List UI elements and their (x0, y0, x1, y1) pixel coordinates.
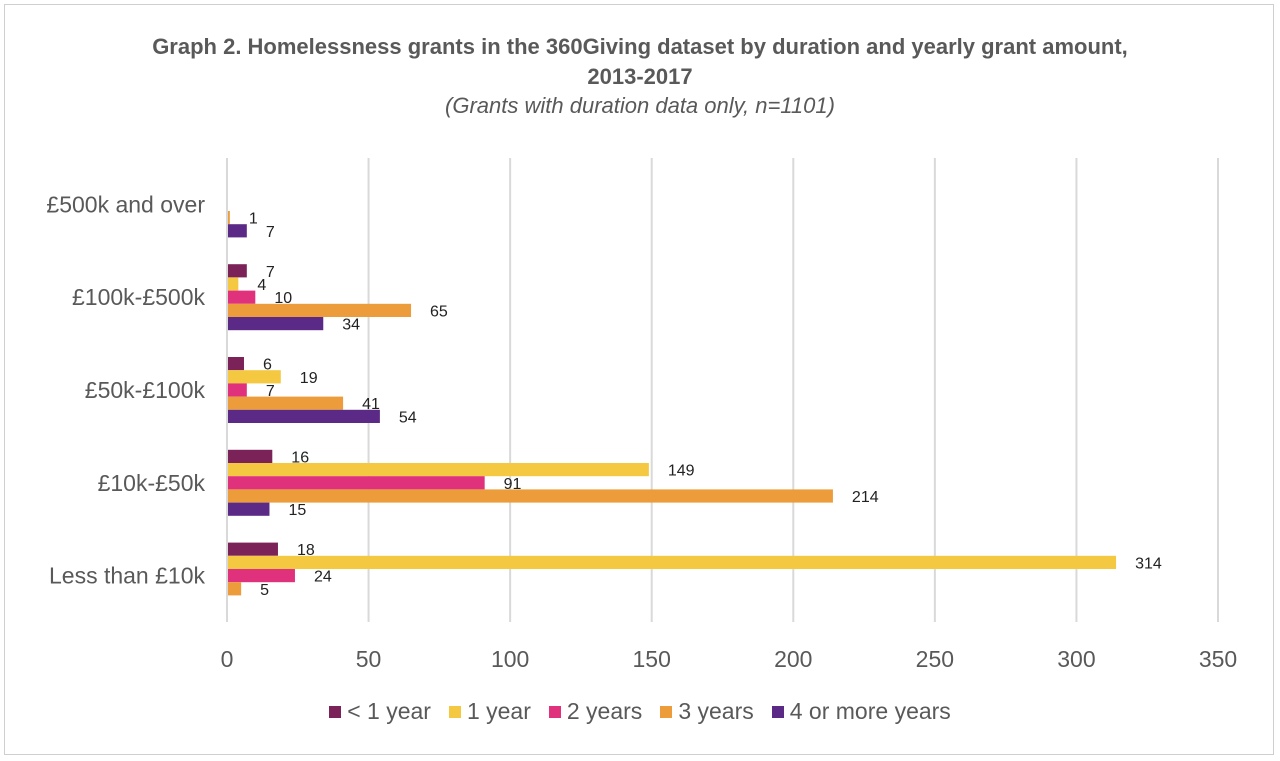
bar-1-year-less-than-10k (227, 555, 1117, 569)
x-tick-label-350: 350 (1199, 646, 1237, 672)
bar-4-or-more-years-50k-100k (227, 409, 380, 423)
bar-2-years-less-than-10k (227, 569, 295, 583)
bar-1-year-50k-100k (227, 370, 281, 384)
data-label-4-or-more-years-100k-500k: 34 (342, 317, 360, 334)
legend-swatch-1-year (448, 705, 461, 718)
legend-swatch-2-years (548, 705, 561, 718)
legend-label-4-or-more-years: 4 or more years (789, 698, 951, 724)
bar-1-year-less-than-10k (227, 542, 278, 556)
legend-item-1-year: 1 year (448, 698, 531, 725)
category-label-500k-and-over: £500k and over (46, 191, 205, 217)
category-label-10k-50k: £10k-£50k (98, 470, 206, 496)
x-tick-label-100: 100 (491, 646, 529, 672)
data-label-1-year-100k-500k: 7 (266, 264, 275, 281)
legend-item-4-or-more-years: 4 or more years (771, 698, 951, 725)
x-tick-label-300: 300 (1057, 646, 1095, 672)
data-label-2-years-100k-500k: 10 (274, 290, 292, 307)
x-tick-label-200: 200 (774, 646, 812, 672)
chart-frame (4, 4, 1274, 755)
data-label-3-years-less-than-10k: 5 (260, 582, 269, 599)
x-tick-label-150: 150 (633, 646, 671, 672)
bar-1-year-50k-100k (227, 357, 244, 371)
legend-label-1-year: 1 year (466, 698, 531, 724)
bar-3-years-50k-100k (227, 396, 344, 410)
x-tick-label-250: 250 (916, 646, 954, 672)
bar-3-years-500k-and-over (227, 211, 230, 225)
category-label-less-than-10k: Less than £10k (49, 563, 206, 589)
category-label-50k-100k: £50k-£100k (85, 377, 206, 403)
data-label-1-year-50k-100k: 6 (263, 357, 272, 374)
bar-1-year-100k-500k (227, 277, 239, 291)
legend-label-1-year: < 1 year (347, 698, 431, 724)
chart-legend: < 1 year 1 year 2 years 3 years 4 or more ye… (0, 698, 1280, 725)
bar-4-or-more-years-500k-and-over (227, 224, 247, 238)
data-label-4-or-more-years-10k-50k: 15 (288, 502, 306, 519)
legend-item-3-years: 3 years (660, 698, 754, 725)
bar-3-years-less-than-10k (227, 582, 242, 596)
data-label-3-years-50k-100k: 41 (362, 396, 380, 413)
data-label-3-years-500k-and-over: 1 (249, 211, 258, 228)
chart-title: Graph 2. Homelessness grants in the 360G… (152, 34, 1128, 89)
x-tick-label-0: 0 (221, 646, 234, 672)
data-label-1-year-less-than-10k: 18 (297, 542, 315, 559)
data-label-1-year-less-than-10k: 314 (1135, 555, 1162, 572)
data-label-3-years-100k-500k: 65 (430, 303, 448, 320)
bar-1-year-10k-50k (227, 449, 273, 463)
bar-2-years-100k-500k (227, 290, 256, 304)
legend-item-2-years: 2 years (548, 698, 643, 725)
data-label-1-year-10k-50k: 16 (291, 449, 309, 466)
bar-3-years-10k-50k (227, 489, 833, 503)
legend-swatch-1-year (329, 705, 342, 718)
x-tick-label-50: 50 (356, 646, 382, 672)
chart-subtitle: (Grants with duration data only, n=1101) (445, 93, 835, 118)
data-label-1-year-50k-100k: 19 (300, 370, 318, 387)
data-label-4-or-more-years-500k-and-over: 7 (266, 224, 275, 241)
bar-4-or-more-years-100k-500k (227, 317, 324, 331)
data-label-2-years-less-than-10k: 24 (314, 569, 332, 586)
bar-1-year-100k-500k (227, 264, 247, 278)
chart-title-block: Graph 2. Homelessness grants in the 360G… (0, 32, 1280, 120)
data-label-3-years-10k-50k: 214 (852, 489, 879, 506)
bar-2-years-50k-100k (227, 383, 247, 397)
data-label-4-or-more-years-50k-100k: 54 (399, 409, 417, 426)
legend-swatch-3-years (660, 705, 673, 718)
legend-swatch-4-or-more-years (771, 705, 784, 718)
data-label-2-years-10k-50k: 91 (504, 476, 522, 493)
legend-label-3-years: 3 years (678, 698, 754, 724)
bar-2-years-10k-50k (227, 476, 485, 490)
bar-3-years-100k-500k (227, 303, 412, 317)
bar-1-year-10k-50k (227, 463, 649, 477)
bar-4-or-more-years-10k-50k (227, 502, 270, 516)
data-label-1-year-100k-500k: 4 (257, 277, 266, 294)
legend-label-2-years: 2 years (566, 698, 643, 724)
legend-item-1-year: < 1 year (329, 698, 431, 725)
data-label-2-years-50k-100k: 7 (266, 383, 275, 400)
data-label-1-year-10k-50k: 149 (668, 463, 695, 480)
category-label-100k-500k: £100k-£500k (72, 284, 205, 310)
